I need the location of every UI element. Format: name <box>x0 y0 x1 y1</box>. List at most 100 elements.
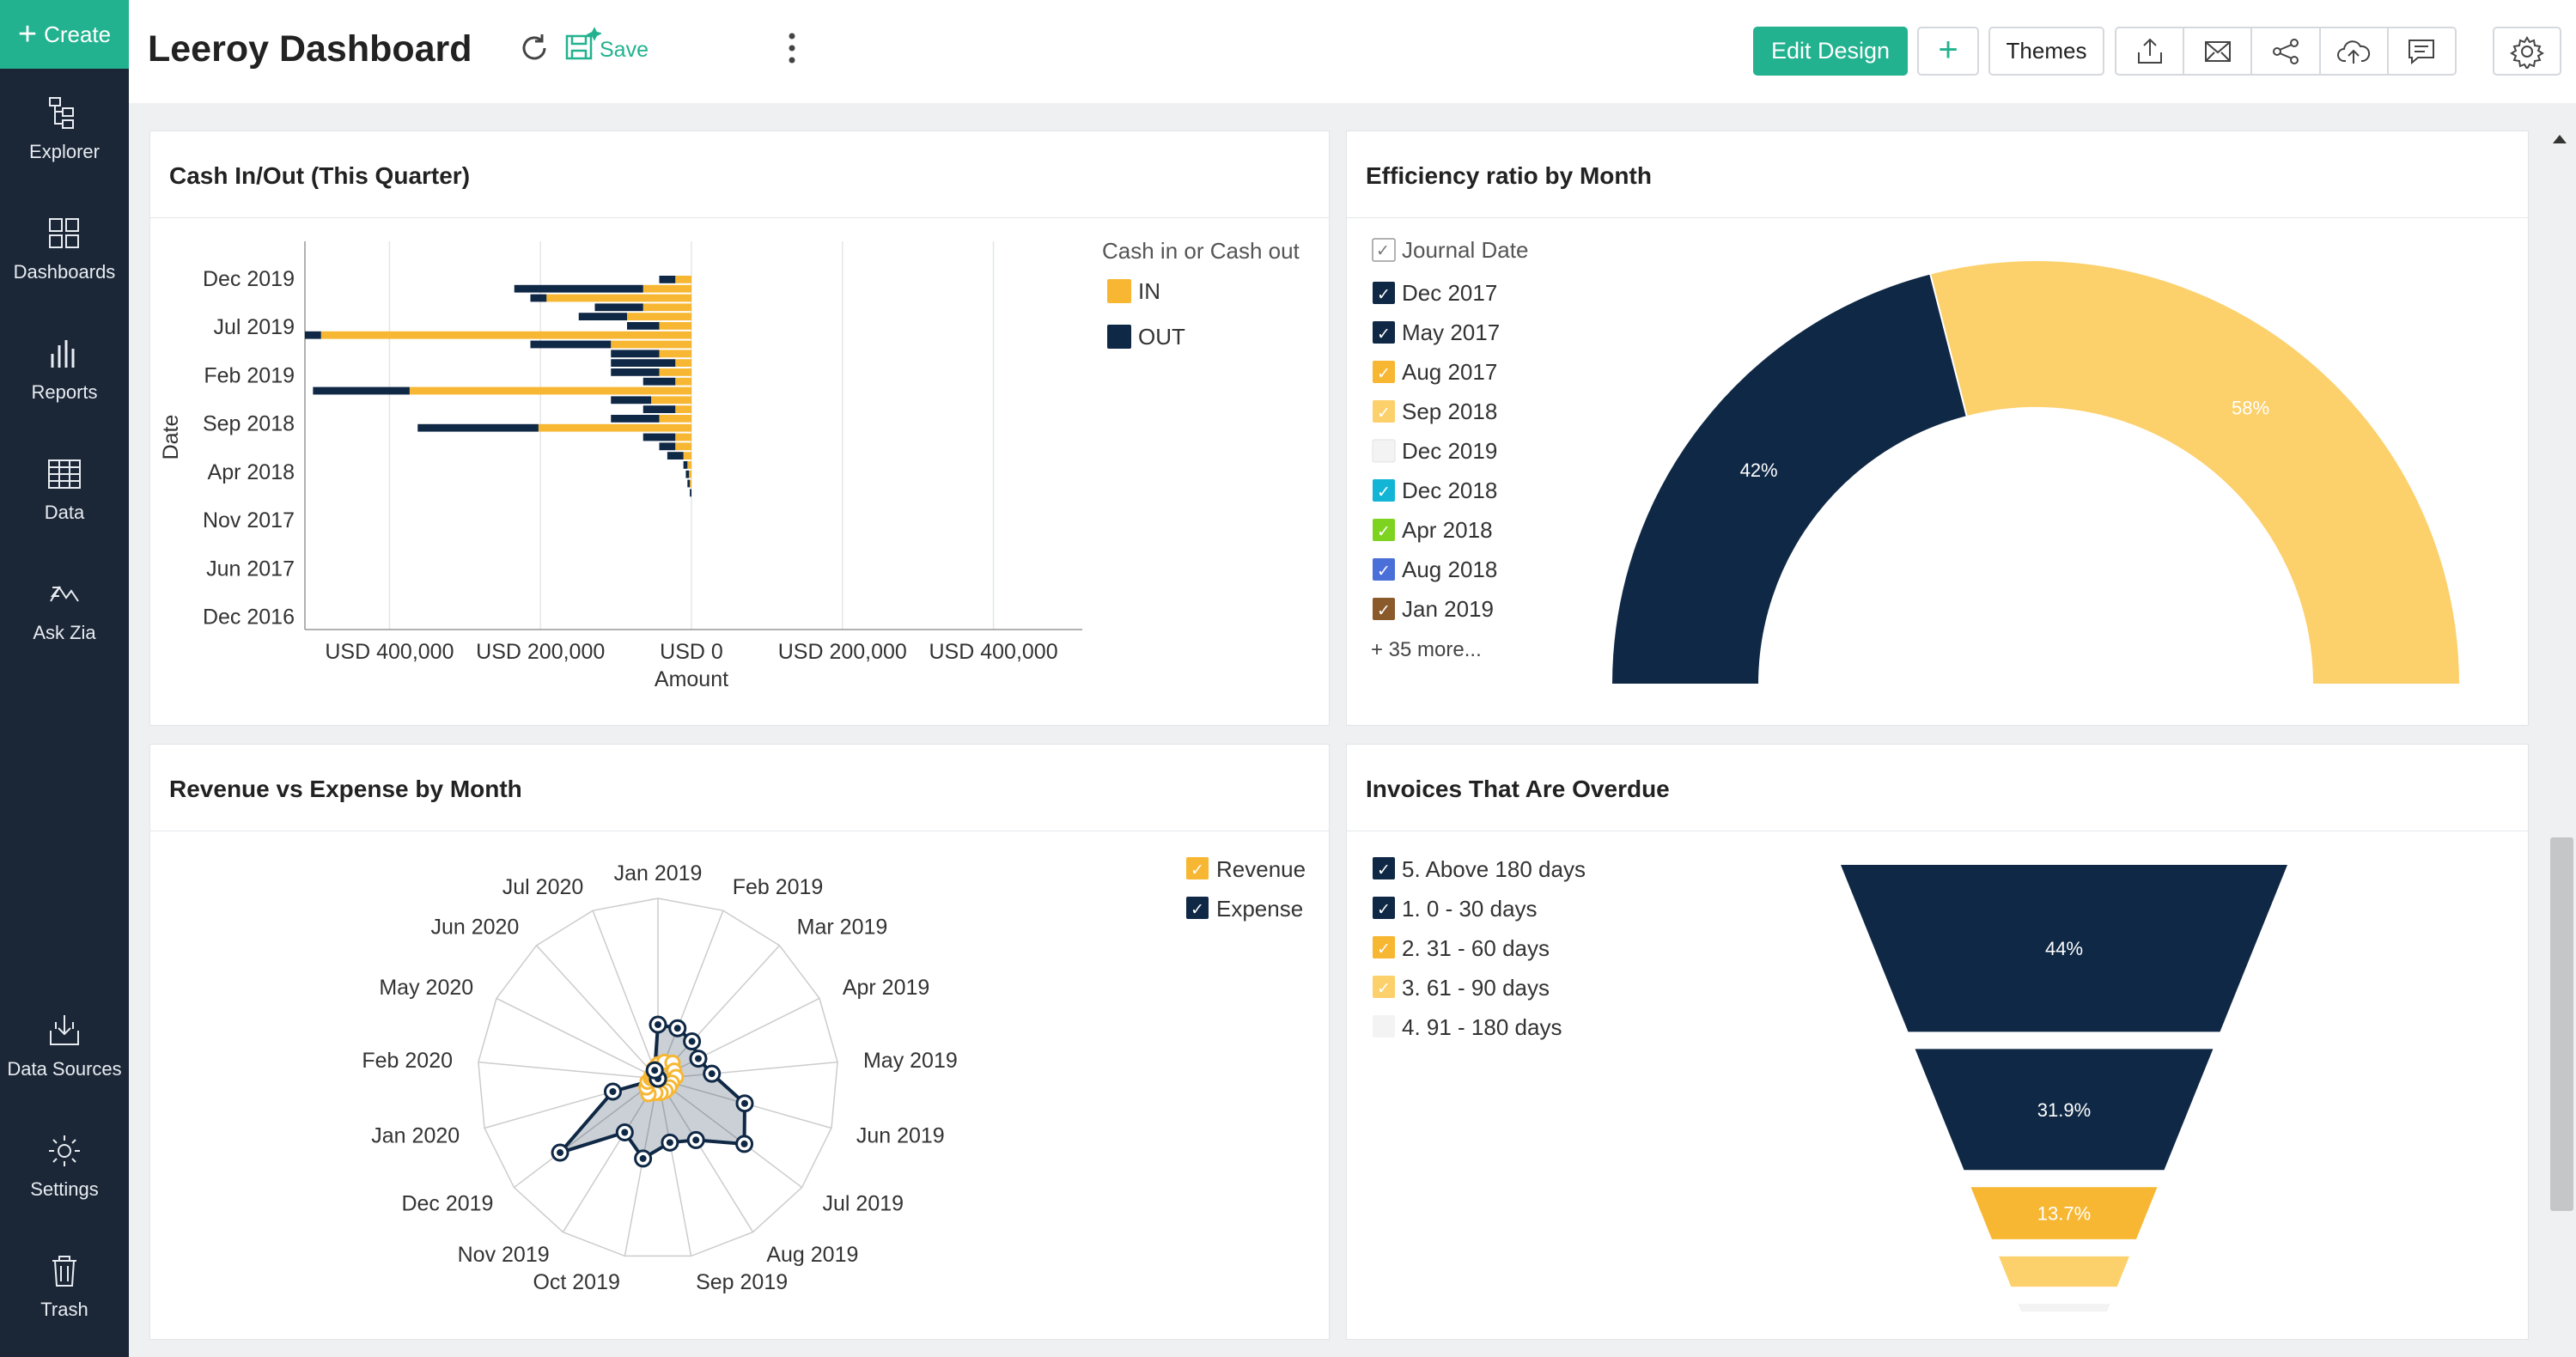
reports-icon <box>51 340 75 368</box>
bar-out <box>687 479 691 488</box>
legend-swatch <box>1107 325 1131 349</box>
sidebar-item-trash[interactable]: Trash <box>0 1252 129 1321</box>
bar-in <box>642 303 691 312</box>
x-axis-title: Amount <box>655 667 728 691</box>
dashboard-settings-button[interactable] <box>2493 27 2561 76</box>
bar-out <box>514 284 643 293</box>
export-button[interactable] <box>2116 28 2185 74</box>
bar-out <box>578 313 627 320</box>
expense-point-center <box>740 1140 748 1147</box>
divider <box>1347 217 2528 218</box>
legend-swatch <box>1373 598 1395 620</box>
sidebar-item-settings[interactable]: Settings <box>0 1132 129 1201</box>
create-label: Create <box>44 21 112 47</box>
expense-point-center <box>639 1154 647 1162</box>
bar-in <box>546 294 691 302</box>
bar-in <box>690 479 691 488</box>
invoices-panel: Invoices That Are Overdue ✓ 5. Above 180 … <box>1346 744 2529 1340</box>
bar-out <box>667 452 684 459</box>
legend-swatch <box>1373 857 1395 879</box>
dashboards-icon <box>49 218 79 248</box>
legend-label: 2. 31 - 60 days <box>1402 935 1550 961</box>
edit-design-button[interactable]: Edit Design <box>1753 27 1908 76</box>
comment-button[interactable] <box>2389 28 2455 74</box>
bar-out <box>642 405 676 413</box>
export-icon <box>2137 38 2162 64</box>
efficiency-panel: Efficiency ratio by Month ✓ Journal Date ✓… <box>1346 131 2529 726</box>
radar-axis-label: Jul 2019 <box>823 1192 904 1216</box>
expense-point-center <box>666 1139 673 1147</box>
x-tick-label: USD 400,000 <box>325 640 454 664</box>
bar-out <box>659 442 676 451</box>
comment-icon <box>2409 39 2435 64</box>
bar-in <box>689 470 691 478</box>
bar-in <box>659 322 691 330</box>
bar-out <box>611 368 660 376</box>
legend-label: OUT <box>1138 324 1185 350</box>
sidebar-item-dashboards[interactable]: Dashboards <box>0 215 129 283</box>
y-tick-label: Jun 2017 <box>206 557 295 581</box>
bar-in <box>675 276 691 283</box>
email-button[interactable] <box>2184 28 2253 74</box>
sidebar-item-ask-zia[interactable]: Ask Zia <box>0 575 129 644</box>
radar-spoke <box>657 910 724 1080</box>
legend-label: IN <box>1138 278 1160 304</box>
funnel-segment <box>1915 1049 2214 1171</box>
check-icon: ✓ <box>1377 286 1391 304</box>
radar-axis-label: May 2020 <box>379 976 473 1000</box>
themes-button[interactable]: Themes <box>1988 27 2104 76</box>
expense-point-center <box>708 1070 716 1078</box>
share-button[interactable] <box>2252 28 2321 74</box>
radar-axis-label: Jan 2019 <box>614 861 703 885</box>
legend-swatch <box>1373 936 1395 958</box>
scrollbar-thumb[interactable] <box>2550 837 2573 1211</box>
bar-out <box>611 415 660 423</box>
radar-spoke <box>657 997 820 1080</box>
save-label[interactable]: Save <box>600 38 649 62</box>
more-options-icon[interactable] <box>783 29 801 67</box>
bar-in <box>651 396 691 405</box>
sidebar-item-explorer[interactable]: Explorer <box>0 94 129 163</box>
y-tick-label: Apr 2018 <box>208 460 295 484</box>
ask-zia-icon <box>50 586 79 602</box>
bar-out <box>685 470 690 478</box>
radar-axis-label: Aug 2019 <box>766 1243 858 1267</box>
header: Leeroy Dashboard Save Edit Design + Them… <box>129 0 2576 103</box>
share-icon <box>2273 38 2299 64</box>
create-button[interactable]: + Create <box>0 0 129 69</box>
sidebar-item-data-sources[interactable]: Data Sources <box>0 1012 129 1080</box>
cash-panel-title: Cash In/Out (This Quarter) <box>169 162 471 189</box>
y-axis-title: Date <box>159 415 183 460</box>
radar-spoke <box>657 1078 803 1189</box>
efficiency-panel-title: Efficiency ratio by Month <box>1366 162 1652 189</box>
legend-swatch <box>1372 439 1396 463</box>
invoices-funnel-chart: ✓ 5. Above 180 days ✓ 1. 0 - 30 days ✓ 2. 31 … <box>1373 856 2287 1311</box>
expense-point-center <box>740 1099 748 1107</box>
bar-out <box>530 294 547 302</box>
legend-title-checkbox <box>1372 238 1396 262</box>
gear-icon <box>2510 35 2544 69</box>
y-tick-label: Jul 2019 <box>213 315 295 339</box>
legend-label: 3. 61 - 90 days <box>1402 975 1550 1001</box>
data-icon <box>48 459 81 489</box>
check-icon: ✓ <box>1191 901 1204 919</box>
expense-point-center <box>673 1025 681 1032</box>
check-icon: ✓ <box>1377 484 1391 502</box>
radar-spoke <box>478 1061 659 1080</box>
sidebar-item-reports[interactable]: Reports <box>0 335 129 404</box>
donut-slice <box>1928 259 2462 685</box>
bar-out <box>611 350 660 358</box>
expense-point-center <box>557 1149 564 1157</box>
expense-point-center <box>651 1067 659 1074</box>
legend-title: Journal Date <box>1402 237 1528 263</box>
save-icon[interactable] <box>563 26 601 64</box>
radar-spoke <box>592 910 659 1080</box>
sidebar-item-data[interactable]: Data <box>0 455 129 524</box>
bar-out <box>530 340 612 349</box>
scroll-up-arrow[interactable] <box>2553 135 2567 143</box>
publish-button[interactable] <box>2321 28 2389 74</box>
add-widget-button[interactable]: + <box>1917 27 1979 76</box>
refresh-icon[interactable] <box>515 29 553 67</box>
legend-label: Dec 2019 <box>1402 438 1497 464</box>
legend-swatch <box>1373 321 1395 344</box>
